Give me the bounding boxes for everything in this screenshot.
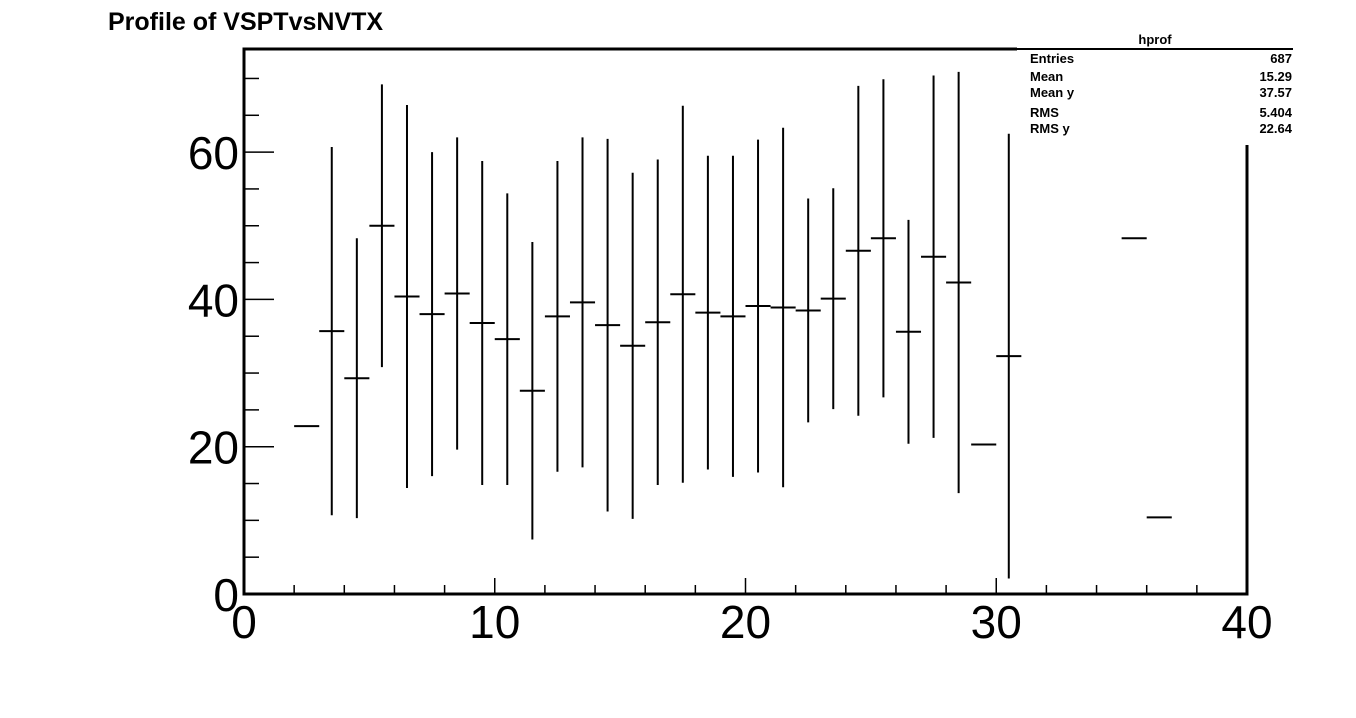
data-point — [820, 188, 846, 410]
data-point — [595, 138, 621, 512]
x-tick-label: 40 — [1221, 596, 1272, 648]
data-point — [569, 137, 596, 468]
data-point — [845, 85, 871, 416]
data-marks — [294, 71, 1172, 579]
y-tick-label: 40 — [188, 274, 239, 326]
data-point — [720, 155, 746, 477]
stats-value: 687 — [1270, 51, 1292, 66]
data-point — [795, 198, 821, 423]
stats-key: RMS y — [1030, 121, 1070, 136]
data-point — [519, 241, 545, 540]
stats-row-mean: Mean 15.29 — [1030, 69, 1292, 87]
x-tick-label: 20 — [720, 596, 771, 648]
x-tick-label: 30 — [971, 596, 1022, 648]
data-point — [921, 75, 947, 438]
chart-title: Profile of VSPTvsNVTX — [108, 8, 384, 36]
y-tick-label: 0 — [213, 569, 239, 621]
y-tick-label: 60 — [188, 127, 239, 179]
x-tick-label: 10 — [469, 596, 520, 648]
stats-row-entries: Entries 687 — [1030, 51, 1292, 69]
stats-value: 15.29 — [1259, 69, 1292, 84]
stats-row-rms-y: RMS y 22.64 — [1030, 121, 1292, 139]
stats-row-mean-y: Mean y 37.57 — [1030, 85, 1292, 103]
stats-key: Mean — [1030, 69, 1064, 84]
data-point — [319, 146, 345, 516]
data-point — [670, 105, 696, 483]
data-point — [895, 219, 922, 444]
stats-value: 5.404 — [1259, 105, 1292, 120]
data-point — [494, 193, 520, 485]
data-point — [996, 133, 1022, 579]
y-tick-label: 20 — [188, 422, 239, 474]
data-point — [620, 172, 646, 519]
data-point — [695, 155, 721, 470]
axes: 0 10 20 30 40 0 20 40 60 — [188, 47, 1273, 648]
data-point — [344, 238, 370, 519]
data-point — [419, 152, 445, 477]
stats-key: Entries — [1030, 51, 1075, 66]
data-point — [394, 104, 420, 488]
data-point — [946, 71, 972, 494]
stats-row-rms: RMS 5.404 — [1030, 105, 1292, 123]
stats-value: 37.57 — [1259, 85, 1292, 100]
stats-key: Mean y — [1030, 85, 1075, 100]
data-point — [469, 160, 495, 485]
data-point — [770, 127, 796, 488]
data-point — [645, 159, 671, 485]
data-point — [544, 160, 570, 472]
stats-value: 22.64 — [1259, 121, 1292, 136]
data-point — [444, 137, 470, 450]
data-point — [745, 139, 771, 473]
data-point — [369, 84, 395, 368]
stats-box: hprof Entries 687 Mean 15.29 Mean y 37.5… — [1017, 30, 1293, 145]
stats-key: RMS — [1030, 105, 1059, 120]
x-tick-label: 0 — [231, 596, 257, 648]
data-point — [870, 79, 896, 398]
stats-title: hprof — [1138, 32, 1172, 47]
stats-divider — [1017, 48, 1293, 50]
